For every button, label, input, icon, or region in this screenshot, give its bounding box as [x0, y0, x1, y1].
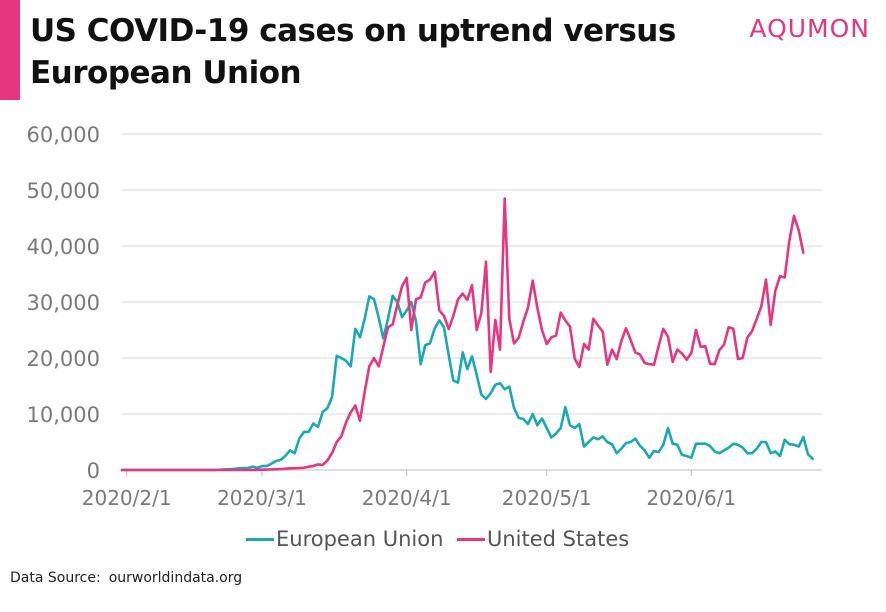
- chart-title: US COVID-19 cases on uptrend versus Euro…: [30, 13, 676, 91]
- x-tick-label: 2020/3/1: [217, 486, 307, 510]
- y-tick-label: 60,000: [27, 123, 100, 147]
- x-axis-tick-labels: 2020/2/1 2020/3/1 2020/4/1 2020/5/1 2020/6/1: [82, 486, 736, 510]
- x-tick-label: 2020/2/1: [82, 486, 172, 510]
- y-axis-tick-labels: 0 10,000 20,000 30,000 40,000 50,000 60,000: [27, 123, 100, 483]
- series-lines: [120, 197, 814, 472]
- y-tick-label: 50,000: [27, 179, 100, 203]
- line-chart: 0 10,000 20,000 30,000 40,000 50,000 60,000 20…: [27, 123, 822, 510]
- legend-item-us: United States: [457, 526, 629, 552]
- x-tick-label: 2020/4/1: [362, 486, 452, 510]
- legend-swatch-us: [457, 537, 485, 541]
- y-tick-label: 10,000: [27, 403, 100, 427]
- y-tick-label: 40,000: [27, 235, 100, 259]
- x-tick-label: 2020/5/1: [502, 486, 592, 510]
- legend-label-us: United States: [487, 527, 630, 551]
- y-tick-label: 0: [87, 459, 100, 483]
- legend-swatch-eu: [246, 537, 274, 541]
- united-states-line: [120, 197, 805, 472]
- y-tick-label: 30,000: [27, 291, 100, 315]
- legend: European Union United States: [0, 526, 886, 552]
- brand-logo: AQUMON: [749, 14, 870, 43]
- y-tick-label: 20,000: [27, 347, 100, 371]
- data-source-note: Data Source: ourworldindata.org: [10, 570, 250, 586]
- accent-bar: [0, 0, 20, 100]
- european-union-line: [120, 294, 814, 472]
- legend-label-eu: European Union: [276, 527, 444, 551]
- source-label: Data Source:: [10, 570, 101, 586]
- source-value: ourworldindata.org: [108, 570, 243, 586]
- y-gridlines: [122, 133, 822, 415]
- x-tick-label: 2020/6/1: [646, 486, 736, 510]
- legend-item-eu: European Union: [246, 526, 443, 552]
